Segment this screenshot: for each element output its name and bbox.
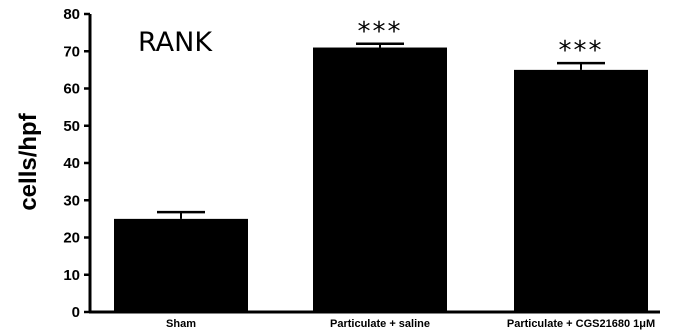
bar bbox=[313, 47, 447, 313]
x-category-label: Particulate + saline bbox=[330, 318, 430, 330]
y-tick-label: 50 bbox=[63, 118, 80, 135]
y-tick-label: 70 bbox=[63, 43, 80, 60]
y-tick-label: 80 bbox=[63, 6, 80, 23]
error-bars bbox=[157, 42, 605, 219]
y-tick-label: 20 bbox=[63, 230, 80, 247]
bar bbox=[514, 69, 648, 312]
chart-title: RANK bbox=[138, 27, 213, 58]
significance-label: *** bbox=[559, 36, 604, 66]
y-tick-label: 60 bbox=[63, 81, 80, 98]
significance-label: *** bbox=[358, 17, 403, 47]
x-axis-labels: Sham Particulate + saline Particulate + CG… bbox=[166, 318, 655, 330]
y-tick-label: 10 bbox=[63, 267, 80, 284]
bars bbox=[114, 47, 648, 313]
y-axis-ticks: 0 10 20 30 40 50 60 70 80 bbox=[63, 6, 90, 321]
x-category-label: Sham bbox=[166, 318, 196, 330]
y-tick-label: 40 bbox=[63, 155, 80, 172]
bar bbox=[114, 218, 248, 312]
x-category-label: Particulate + CGS21680 1μM bbox=[507, 318, 655, 330]
y-axis-title: cells/hpf bbox=[15, 112, 42, 210]
significance-labels: *** *** bbox=[358, 17, 604, 66]
y-tick-label: 0 bbox=[72, 304, 80, 321]
y-tick-label: 30 bbox=[63, 192, 80, 209]
